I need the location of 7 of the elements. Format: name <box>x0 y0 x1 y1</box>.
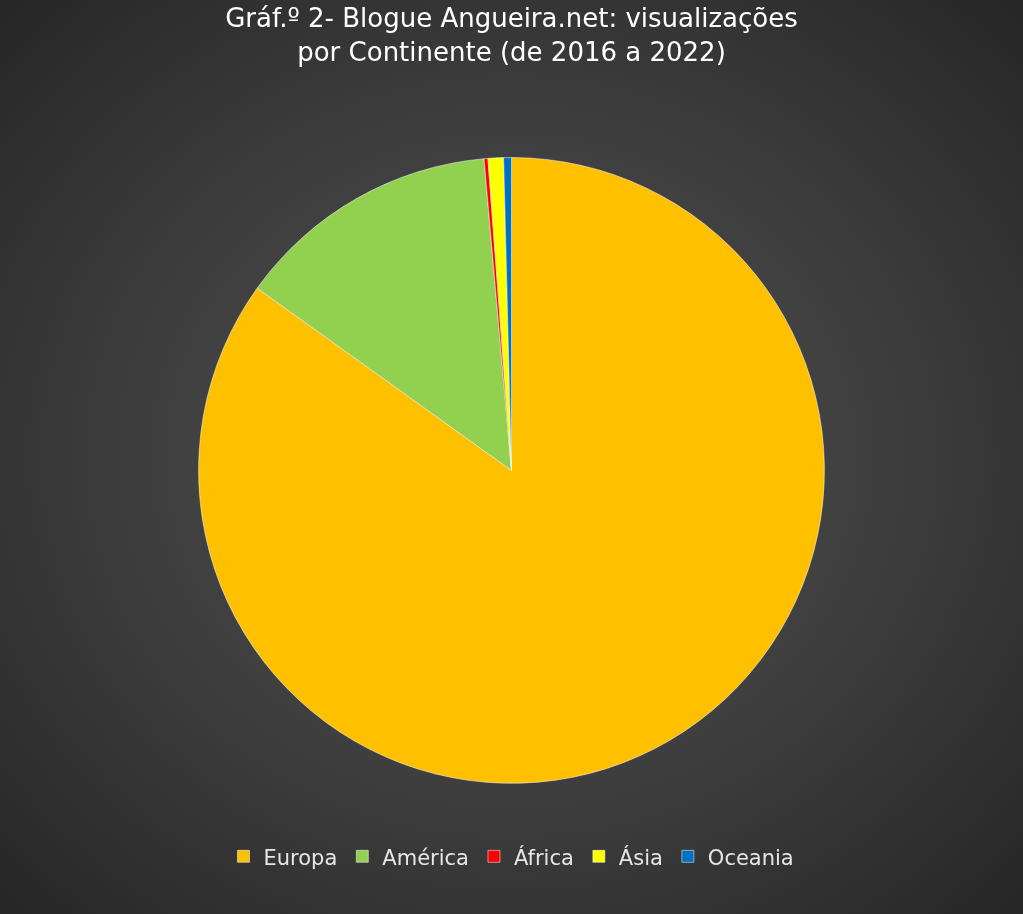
legend-label: Ásia <box>618 844 663 870</box>
legend-label: Oceania <box>707 845 794 870</box>
legend-label: África <box>513 844 574 870</box>
legend-label: América <box>382 845 469 870</box>
pie-slice <box>198 157 825 784</box>
legend-label: Europa <box>263 845 338 870</box>
chart-title: Gráf.º 2- Blogue Angueira.net: visualizações por Continente (de 2016 a 2022) <box>225 3 798 68</box>
